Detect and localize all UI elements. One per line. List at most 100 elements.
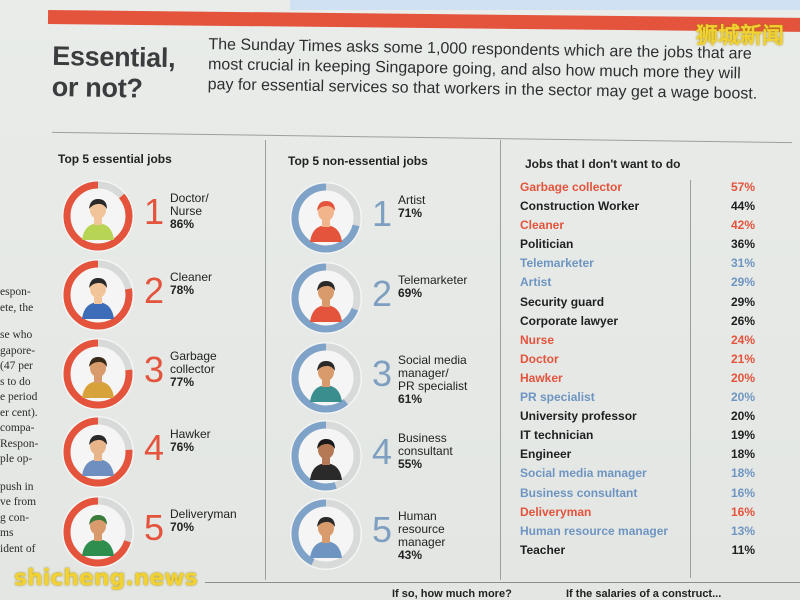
- top-red-bar: [47, 10, 800, 32]
- job-label-block: Garbage collector 77%: [170, 350, 217, 389]
- percentage-ring: [62, 259, 134, 331]
- essential-item: 4 Hawker 76%: [62, 416, 272, 492]
- job-name: Business consultant: [520, 485, 638, 500]
- side-text-line: s to do: [0, 375, 31, 388]
- job-percent: 18%: [730, 447, 755, 462]
- section-divider: [52, 131, 792, 144]
- side-text-line: ete, the: [0, 301, 34, 314]
- rank-number: 4: [144, 427, 165, 468]
- job-name: Human resource manager: [520, 523, 669, 538]
- dont-want-row: Engineer 18%: [520, 447, 755, 466]
- side-text-line: ms: [0, 527, 14, 539]
- job-percent: 42%: [730, 218, 755, 233]
- job-percent: 20%: [730, 390, 755, 405]
- job-label: Business consultant: [398, 431, 453, 458]
- dont-want-row: Artist 29%: [520, 275, 755, 294]
- ring-fill: [63, 417, 133, 487]
- essential-item: 1 Doctor/ Nurse 86%: [62, 180, 272, 256]
- nonessential-item: 5 Human resource manager 43%: [290, 498, 500, 574]
- nonessential-title: Top 5 non-essential jobs: [288, 154, 428, 168]
- dont-want-row: Construction Worker 44%: [520, 199, 755, 218]
- job-name: University professor: [520, 409, 637, 424]
- job-label-block: Social media manager/ PR specialist 61%: [398, 354, 467, 406]
- garbage-collector-icon: [82, 357, 114, 398]
- rank-number: 3: [372, 353, 393, 394]
- business-consultant-icon: [310, 439, 342, 480]
- rank-number: 5: [372, 509, 393, 550]
- side-text-line: [0, 316, 48, 328]
- bottom-rule: [205, 582, 800, 583]
- social-media-manager-icon: [310, 361, 342, 402]
- column-divider-2: [500, 140, 501, 580]
- job-name: IT technician: [520, 428, 594, 443]
- job-label: Social media manager/ PR specialist: [398, 353, 468, 393]
- adjacent-article-text: espon-ete, the se who gapore- (47 per s to d…: [0, 285, 48, 557]
- job-percent: 21%: [730, 351, 755, 366]
- ring-fill: [291, 499, 361, 569]
- nonessential-item: 4 Business consultant 55%: [290, 420, 500, 496]
- hawker-icon: [82, 435, 114, 476]
- essential-item: 5 Deliveryman 70%: [62, 496, 272, 572]
- job-percent: 70%: [170, 520, 195, 534]
- cleaner-icon: [82, 278, 114, 319]
- percentage-ring: [62, 338, 134, 410]
- job-label-block: Artist 71%: [398, 194, 425, 220]
- percentage-ring: [290, 420, 362, 492]
- job-name: Security guard: [520, 294, 605, 309]
- ring-fill: [63, 497, 133, 567]
- side-text-line: ve from: [0, 496, 37, 508]
- rank-number: 5: [144, 507, 165, 548]
- job-name: Doctor: [520, 351, 559, 366]
- doctor-nurse-icon: [82, 199, 114, 240]
- percentage-ring: [290, 498, 362, 570]
- side-text-line: gapore-: [0, 344, 36, 357]
- job-percent: 20%: [730, 370, 755, 385]
- percentage-ring: [290, 182, 362, 254]
- top-blue-strip: [290, 0, 800, 10]
- dont-want-row: University professor 20%: [520, 409, 755, 428]
- essential-title: Top 5 essential jobs: [58, 152, 172, 166]
- dont-want-row: Doctor 21%: [520, 352, 755, 371]
- job-name: Artist: [520, 275, 552, 290]
- job-label-block: Deliveryman 70%: [170, 508, 237, 534]
- dont-want-row: Human resource manager 13%: [520, 524, 755, 543]
- job-percent: 16%: [730, 485, 755, 500]
- job-percent: 20%: [730, 409, 755, 424]
- ring-fill: [63, 181, 133, 251]
- dont-want-row: Teacher 11%: [520, 543, 755, 562]
- side-text-line: (47 per: [0, 360, 33, 372]
- job-label-block: Human resource manager 43%: [398, 510, 445, 562]
- job-percent: 29%: [730, 294, 755, 309]
- question-how-much: If so, how much more?: [392, 588, 512, 600]
- dont-want-row: Telemarketer 31%: [520, 256, 755, 275]
- job-percent: 31%: [730, 256, 755, 271]
- job-label: Cleaner: [170, 270, 213, 284]
- job-label-block: Business consultant 55%: [398, 432, 453, 471]
- job-name: Corporate lawyer: [520, 313, 619, 328]
- job-name: Social media manager: [520, 466, 647, 481]
- dont-want-list: Garbage collector 57% Construction Worker 4…: [520, 180, 755, 562]
- side-text-line: er cent).: [0, 406, 38, 419]
- nonessential-item: 1 Artist 71%: [290, 182, 500, 258]
- job-name: Construction Worker: [520, 199, 640, 214]
- side-text-line: espon-: [0, 286, 31, 298]
- job-name: Garbage collector: [520, 180, 623, 194]
- percentage-ring: [290, 342, 362, 414]
- dont-want-title: Jobs that I don't want to do: [525, 157, 681, 171]
- rank-number: 1: [144, 191, 165, 232]
- job-percent: 13%: [730, 523, 755, 538]
- rank-number: 2: [372, 273, 393, 314]
- job-label-block: Cleaner 78%: [170, 271, 212, 297]
- job-percent: 29%: [730, 275, 755, 290]
- job-percent: 57%: [730, 180, 755, 194]
- dont-want-row: Business consultant 16%: [520, 486, 755, 505]
- job-label: Telemarketer: [398, 273, 468, 287]
- dont-want-row: PR specialist 20%: [520, 390, 755, 409]
- dont-want-row: Politician 36%: [520, 237, 755, 256]
- rank-number: 4: [372, 431, 393, 472]
- job-percent: 86%: [170, 217, 195, 231]
- job-label: Deliveryman: [170, 507, 237, 521]
- job-label: Doctor/ Nurse: [170, 191, 209, 218]
- nonessential-item: 3 Social media manager/ PR specialist 61%: [290, 342, 500, 418]
- job-name: Hawker: [520, 370, 563, 385]
